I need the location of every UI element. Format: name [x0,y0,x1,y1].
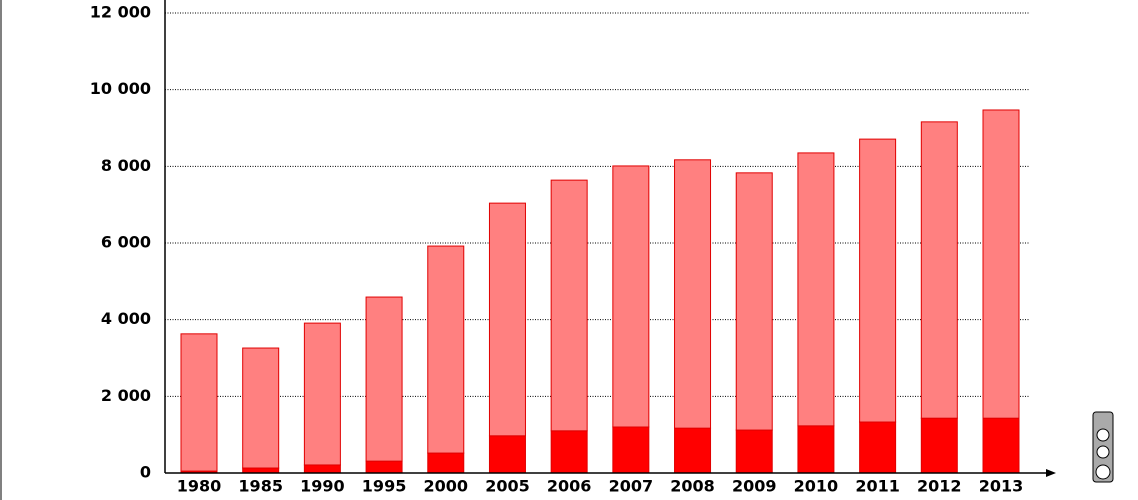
bar-segment [365,460,403,474]
x-tick-label: 2009 [732,477,777,496]
bar-segment [982,417,1020,474]
bar-segment [735,172,773,431]
bar-segment [612,165,650,428]
x-tick-label: 1985 [238,477,283,496]
x-tick-label: 2006 [547,477,592,496]
bar-segment [488,435,526,474]
bar-segment [180,333,218,472]
bar-segment [859,138,897,423]
x-tick-label: 2000 [424,477,469,496]
bar-segment [303,464,341,474]
x-tick-label: 1990 [300,477,345,496]
x-tick-label: 2011 [855,477,900,496]
y-tick-label: 8 000 [101,156,151,175]
bar-segment [920,417,958,474]
x-tick-label: 2005 [485,477,530,496]
x-tick-label: 2007 [609,477,654,496]
y-tick-label: 6 000 [101,233,151,252]
y-tick-label: 2 000 [101,386,151,405]
x-tick-label: 2010 [794,477,839,496]
x-tick-label: 1995 [362,477,407,496]
bar-segment [303,322,341,466]
bar-segment [735,429,773,474]
license-badge [1092,411,1114,483]
bar-segment [982,109,1020,419]
bar-segment [242,347,280,469]
bar-segment [550,179,588,432]
x-tick-label: 1980 [177,477,222,496]
bar-segment [427,452,465,474]
bar-segment [920,121,958,419]
bar-segment [859,421,897,474]
bar-segment [797,152,835,427]
x-tick-label: 2012 [917,477,962,496]
y-tick-label: 10 000 [90,79,151,98]
bar-segment [550,430,588,474]
bar-segment [488,202,526,437]
bar-segment [797,425,835,474]
x-tick-label: 2008 [670,477,715,496]
bar-segment [365,296,403,462]
bar-segment [674,159,712,429]
bar-segment [612,426,650,474]
x-axis-arrow [1046,469,1056,477]
y-tick-label: 12 000 [90,3,151,22]
bar-segment [674,427,712,474]
y-tick-label: 4 000 [101,309,151,328]
bar-segment [427,245,465,454]
x-tick-label: 2013 [979,477,1024,496]
y-tick-label: 0 [140,463,151,482]
